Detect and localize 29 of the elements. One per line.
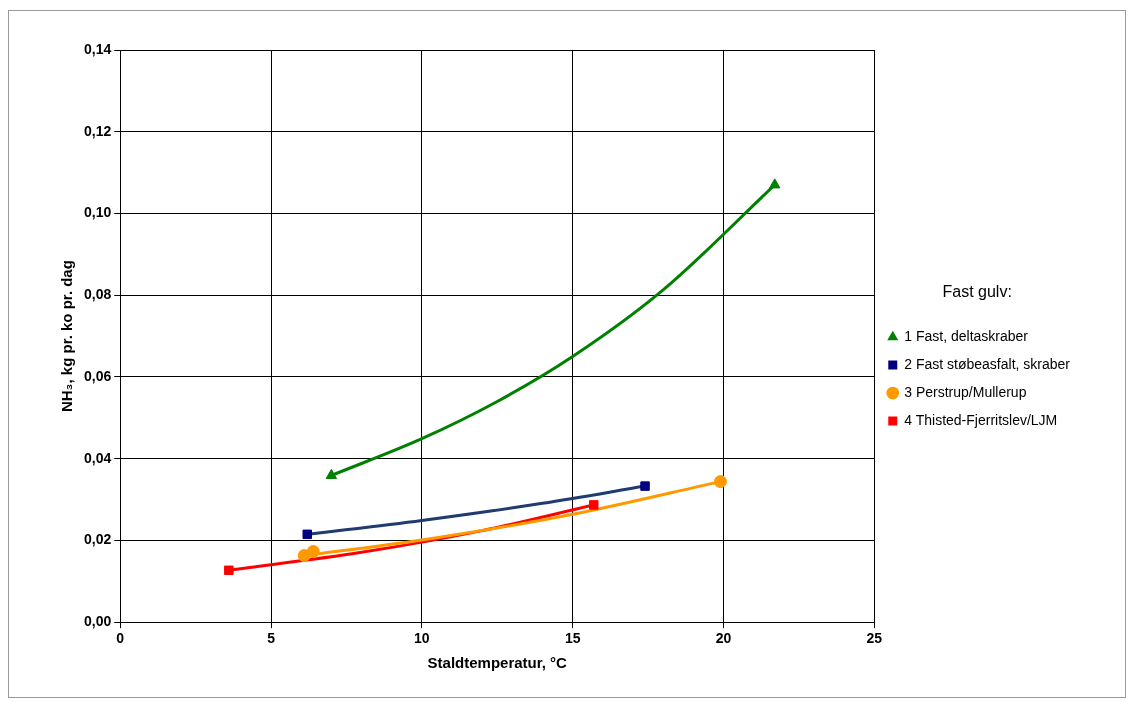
point: [589, 500, 599, 510]
x-tick-label: 20: [715, 630, 732, 647]
legend-label: 2 Fast støbeasfalt, skraber: [904, 355, 1071, 372]
point: [306, 544, 320, 558]
x-tick-label: 10: [414, 630, 430, 647]
x-tick-label: 5: [267, 630, 276, 647]
point: [769, 178, 781, 189]
y-tick-label: 0,00: [84, 613, 112, 630]
y-tick-label: 0,10: [84, 204, 112, 221]
y-tick-label: 0,14: [84, 40, 112, 57]
legend-label: 3 Perstrup/Mullerup: [904, 383, 1027, 400]
legend-title: Fast gulv:: [942, 283, 1012, 301]
x-tick-label: 15: [564, 630, 581, 647]
y-axis-title: NH₃, kg pr. ko pr. dag: [58, 260, 76, 413]
point: [302, 529, 312, 540]
x-axis-title: Staldtemperatur, °C: [427, 654, 568, 672]
legend-label: 1 Fast, deltaskraber: [904, 327, 1029, 344]
y-tick-label: 0,04: [84, 449, 112, 466]
y-tick-label: 0,08: [84, 286, 112, 303]
point: [224, 565, 234, 576]
x-tick-label: 25: [866, 630, 883, 647]
y-tick-label: 0,02: [84, 531, 112, 548]
y-tick-label: 0,12: [84, 122, 112, 139]
y-tick-label: 0,06: [84, 367, 112, 384]
point: [713, 475, 727, 489]
x-tick-label: 0: [116, 630, 125, 647]
legend-label: 4 Thisted-Fjerritslev/LJM: [904, 411, 1058, 428]
point: [640, 481, 650, 491]
point: [325, 468, 338, 479]
